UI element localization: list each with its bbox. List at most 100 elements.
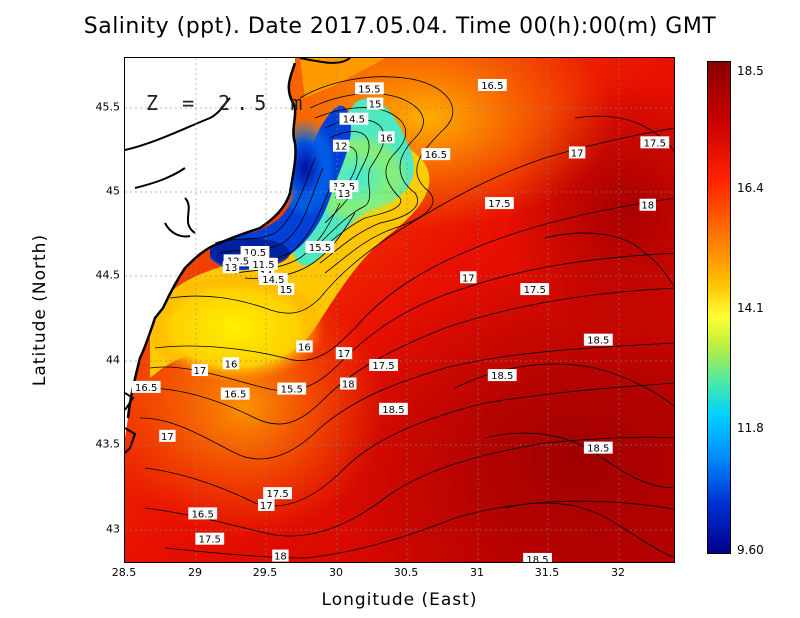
contour-label-box — [258, 498, 275, 511]
contour-label-text: 16.5 — [481, 81, 503, 92]
contour-label: 16.5 — [131, 380, 161, 394]
contour-label-box — [339, 112, 369, 125]
contour-label: 11.5 — [249, 257, 278, 271]
contour-label: 17.5 — [195, 532, 225, 546]
contour-label: 17 — [568, 146, 586, 159]
contour-label-box — [369, 358, 398, 371]
contour-label-box — [639, 198, 656, 211]
x-tick: 31.5 — [534, 566, 560, 579]
contour-label: 15 — [366, 97, 384, 111]
contour-label-box — [366, 97, 384, 110]
contour-label: 17 — [159, 429, 176, 443]
contour-label: 17.5 — [520, 283, 550, 296]
contour-label-box — [335, 186, 353, 199]
y-tick: 43.5 — [95, 437, 121, 451]
contour-label-text: 11.5 — [252, 260, 274, 271]
contour-label-text: 15.5 — [309, 243, 331, 254]
y-tick: 45 — [106, 184, 120, 198]
x-tick: 29 — [188, 566, 202, 579]
plot-title: Salinity (ppt). Date 2017.05.04. Time 00… — [83, 14, 717, 39]
contour-label-box — [296, 340, 313, 353]
y-tick: 43 — [106, 522, 120, 536]
contour-label-box — [583, 441, 613, 454]
y-tick: 44 — [106, 353, 120, 367]
contour-label: 17.5 — [369, 358, 398, 372]
contour-label-text: 18.5 — [587, 336, 609, 347]
contour-label-box — [277, 283, 295, 296]
contour-label: 17.5 — [484, 197, 514, 210]
contour-label-box — [460, 271, 477, 284]
contour-label-text: 16 — [225, 359, 238, 370]
contour-label-text: 17 — [260, 501, 273, 512]
contour-label: 12 — [332, 139, 350, 153]
contour-label-text: 16.5 — [135, 383, 157, 394]
plume-yellow-core — [145, 273, 325, 383]
contour-label-text: 13 — [225, 263, 238, 274]
contour-label: 16.5 — [477, 78, 507, 92]
coastline-north — [299, 58, 351, 64]
contour-label-box — [249, 257, 278, 270]
y-tick: 44.5 — [95, 268, 121, 282]
contour-label-box — [305, 240, 335, 253]
contour-label-box — [191, 364, 209, 377]
contour-label-text: 15.5 — [358, 84, 380, 95]
contour-label-text: 14.5 — [343, 115, 365, 126]
contour-label: 15.5 — [355, 82, 384, 95]
contour-label: 16 — [378, 131, 395, 144]
colorbar — [707, 61, 731, 554]
contour-label-text: 15 — [280, 285, 293, 296]
x-axis-label: Longitude (East) — [321, 590, 478, 610]
colorbar-tick: 16.4 — [737, 181, 764, 195]
contour-label-box — [220, 387, 250, 400]
y-tick: 45.5 — [95, 100, 121, 114]
contour-label-text: 18.5 — [491, 371, 513, 382]
contour-label-text: 18 — [274, 552, 287, 563]
contour-label: 16.5 — [421, 148, 451, 161]
contour-label-text: 17.5 — [199, 535, 221, 546]
land-coastline — [126, 62, 297, 419]
coastline-south — [125, 392, 137, 454]
contour-label: 16.5 — [220, 387, 250, 401]
contour-label: 18.5 — [583, 441, 613, 455]
contour-label-text: 17 — [571, 148, 584, 159]
colorbar-tick: 11.8 — [737, 421, 764, 435]
contour-label: 15 — [277, 283, 295, 296]
contour-label: 15.5 — [305, 240, 335, 254]
contour-label-box — [188, 507, 218, 520]
contour-label: 15.5 — [277, 382, 307, 396]
colorbar-tick: 9.60 — [737, 543, 764, 557]
contour-label-text: 17.5 — [524, 285, 546, 296]
contour-label: 17 — [191, 364, 209, 377]
contour-label-text: 15.5 — [281, 385, 303, 396]
contour-label-text: 18.5 — [382, 405, 404, 416]
contour-label-text: 18 — [342, 380, 355, 391]
contour-label-box — [487, 369, 517, 382]
contour-label-box — [263, 487, 292, 500]
contour-label: 17.5 — [640, 136, 670, 149]
contour-label-text: 16.5 — [425, 150, 447, 161]
map-grid — [125, 58, 674, 562]
contour-label: 17 — [460, 271, 477, 284]
contour-label: 16 — [222, 357, 240, 370]
contour-label-box — [195, 532, 225, 545]
contour-label-text: 17 — [194, 366, 207, 377]
contour-label: 18 — [639, 198, 656, 212]
x-tick: 30 — [329, 566, 343, 579]
contour-label-box — [640, 136, 670, 149]
contour-label-text: 12 — [335, 142, 348, 153]
contour-label-box — [583, 333, 613, 346]
contour-label-text: 16 — [298, 342, 311, 353]
x-tick: 28.5 — [111, 566, 137, 579]
map-area: 15.516.51514.5161216.51717.513.51317.518… — [124, 57, 675, 563]
land-mass — [125, 58, 296, 438]
contour-label: 18.5 — [583, 333, 613, 347]
contour-label: 17 — [258, 498, 275, 512]
contour-label: 17.5 — [263, 487, 292, 500]
contour-label-box — [484, 197, 514, 210]
x-tick: 30.5 — [393, 566, 419, 579]
contour-label: 16 — [296, 340, 313, 353]
contour-label: 13 — [335, 186, 353, 200]
contour-label-text: 17 — [338, 349, 351, 360]
contour-label-box — [335, 347, 353, 360]
contour-label: 18 — [340, 377, 357, 391]
